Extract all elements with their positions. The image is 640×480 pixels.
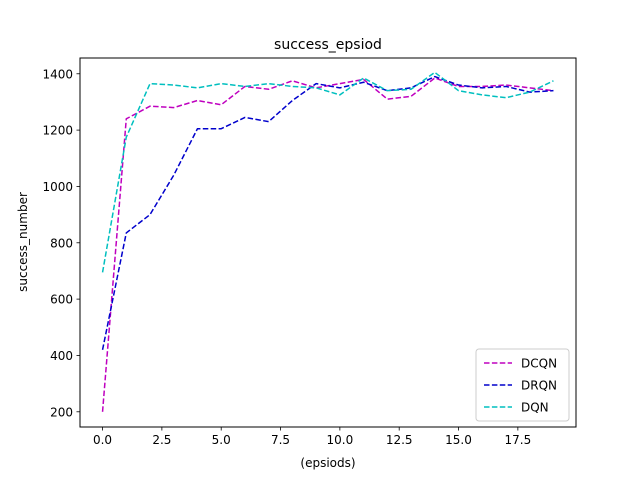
y-tick-label: 800 bbox=[50, 236, 73, 250]
x-axis-label: (epsiods) bbox=[300, 456, 355, 470]
legend-label-dqn: DQN bbox=[521, 401, 549, 415]
x-tick-label: 0.0 bbox=[93, 433, 112, 447]
legend-box bbox=[475, 348, 570, 422]
y-tick-label: 400 bbox=[50, 349, 73, 363]
chart-title: success_epsiod bbox=[274, 37, 382, 53]
x-tick-label: 10.0 bbox=[327, 433, 354, 447]
y-tick-label: 1200 bbox=[42, 124, 73, 138]
y-tick-label: 1400 bbox=[42, 67, 73, 81]
x-tick-label: 5.0 bbox=[212, 433, 231, 447]
y-tick-label: 1000 bbox=[42, 180, 73, 194]
y-axis-label: success_number bbox=[16, 192, 30, 292]
legend-label-drqn: DRQN bbox=[521, 379, 557, 393]
series-line-dcqn bbox=[101, 77, 554, 412]
legend-label-dcqn: DCQN bbox=[521, 357, 557, 371]
x-tick-label: 2.5 bbox=[152, 433, 171, 447]
x-tick-label: 15.0 bbox=[445, 433, 472, 447]
plot-lines bbox=[101, 71, 554, 412]
y-tick-label: 600 bbox=[50, 293, 73, 307]
x-tick-label: 17.5 bbox=[504, 433, 531, 447]
x-axis-ticks: 0.0 2.5 5.0 7.5 10.0 12.5 15.0 17.5 bbox=[93, 427, 531, 447]
x-tick-label: 7.5 bbox=[271, 433, 290, 447]
x-tick-label: 12.5 bbox=[386, 433, 413, 447]
series-line-dqn bbox=[101, 71, 554, 273]
legend: DCQN DRQN DQN bbox=[475, 348, 570, 422]
y-tick-label: 200 bbox=[50, 405, 73, 419]
y-axis-ticks: 200 400 600 800 1000 1200 1400 bbox=[42, 67, 80, 419]
